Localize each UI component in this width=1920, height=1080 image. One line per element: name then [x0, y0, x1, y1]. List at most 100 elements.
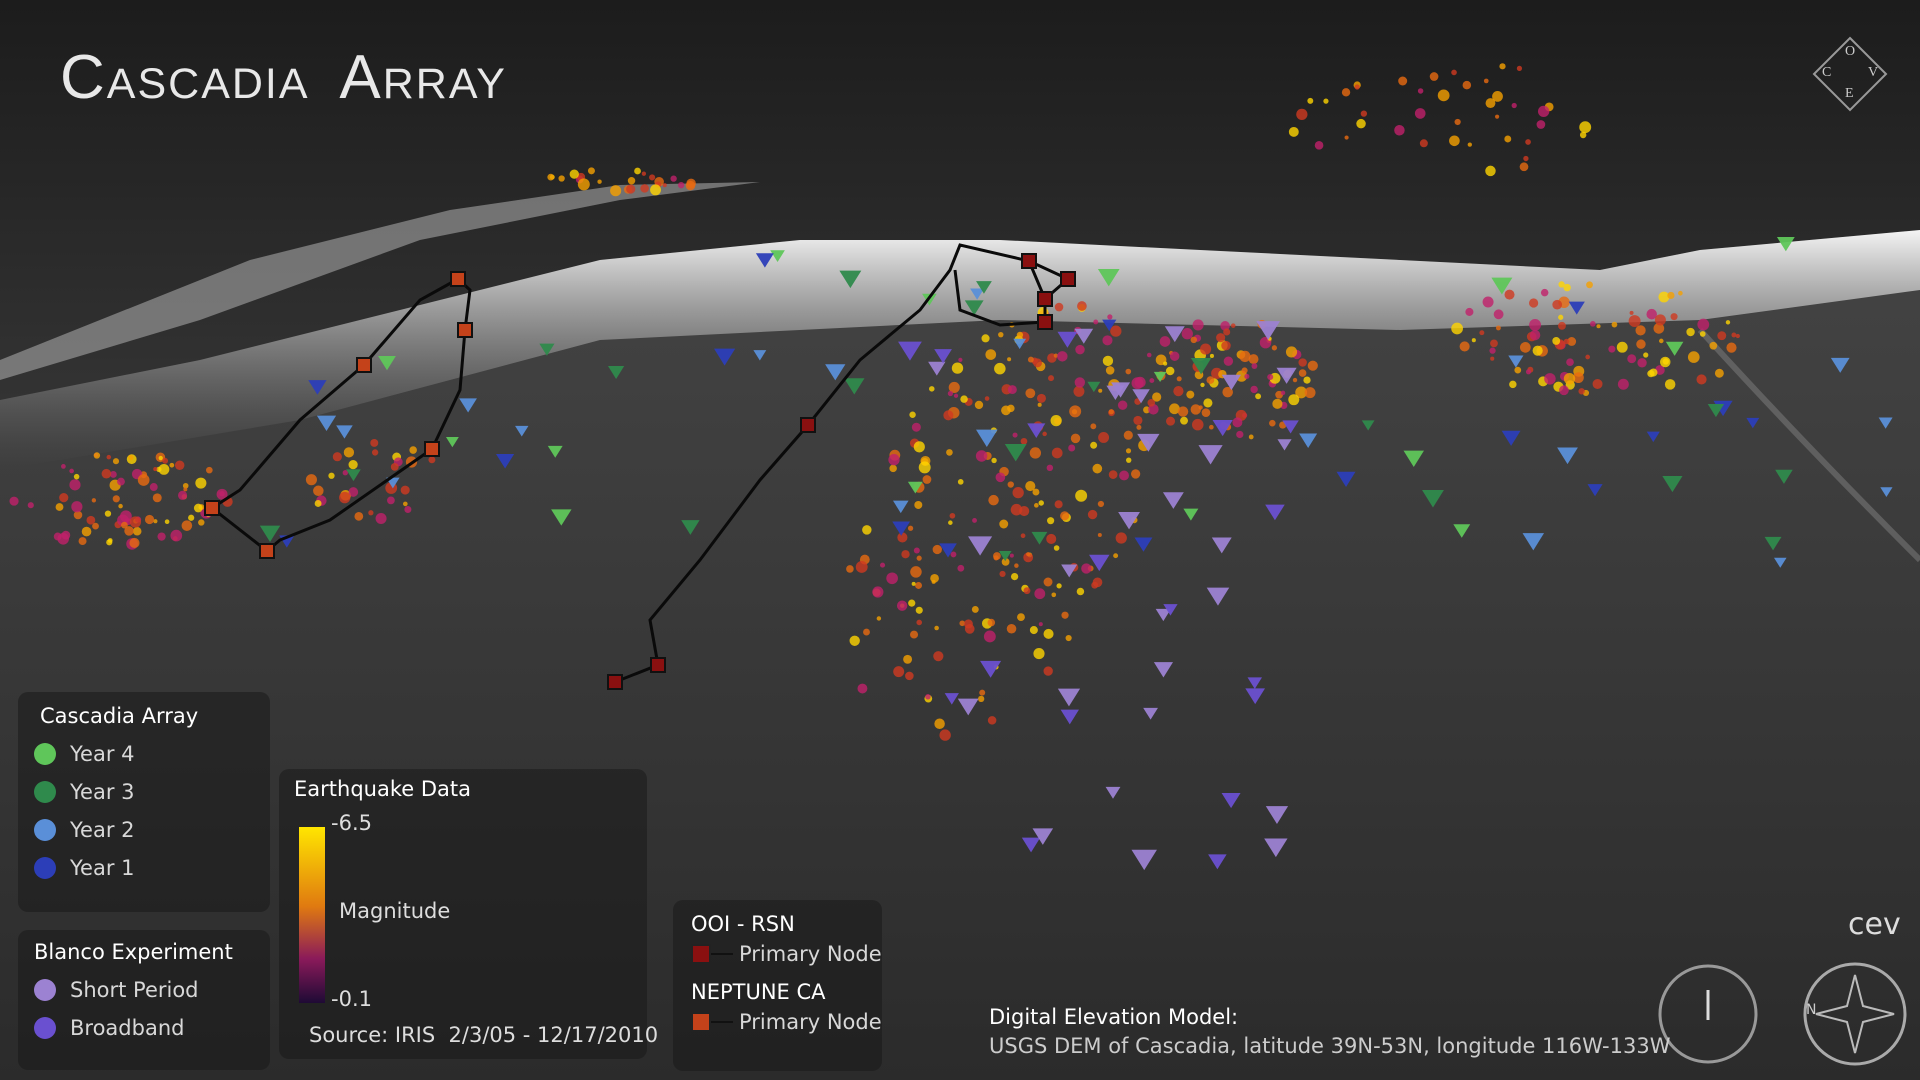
seismometer: [1132, 389, 1150, 404]
earthquake: [1509, 380, 1517, 389]
earthquake: [915, 606, 923, 614]
earthquake: [908, 599, 916, 607]
earthquake: [922, 475, 932, 484]
earthquake: [949, 512, 956, 519]
earthquake: [1007, 404, 1015, 413]
legend-swatch: [34, 1017, 56, 1039]
earthquake: [371, 449, 379, 456]
earthquake: [1159, 336, 1171, 347]
earthquake: [153, 467, 158, 472]
earthquake: [101, 468, 112, 479]
seismometer: [259, 525, 281, 542]
earthquake: [403, 501, 408, 507]
seismometer: [892, 521, 911, 536]
earthquake: [972, 518, 977, 523]
ridge: [1697, 327, 1920, 563]
legend-title: OOI - RSN: [691, 912, 795, 936]
coastline: [0, 230, 1920, 470]
earthquake: [343, 447, 355, 458]
earthquake: [1654, 314, 1666, 326]
seismometer: [839, 270, 862, 289]
legend-swatch: [34, 819, 56, 841]
earthquake: [1617, 378, 1629, 390]
seismometer: [1501, 430, 1521, 446]
earthquake: [1646, 308, 1657, 320]
legend-swatch: [691, 1012, 711, 1032]
legend-label: Primary Node: [739, 1010, 882, 1034]
earthquake: [328, 472, 335, 479]
earthquake: [1341, 88, 1351, 97]
seismometer: [1074, 328, 1094, 344]
earthquake: [1220, 321, 1230, 331]
colorbar-middle-label: Magnitude: [339, 899, 451, 923]
earthquake: [1451, 69, 1457, 76]
seismometer: [1013, 338, 1027, 350]
earthquake: [1558, 281, 1565, 288]
earthquake: [1126, 457, 1132, 463]
primary-node: [650, 657, 666, 673]
earthquake: [112, 495, 120, 503]
earthquake: [1451, 322, 1463, 335]
earthquake: [1090, 441, 1098, 449]
earthquake: [91, 498, 97, 503]
earthquake: [951, 362, 964, 374]
earthquake: [1495, 325, 1501, 331]
earthquake: [889, 464, 897, 473]
seismometer: [308, 380, 327, 395]
earthquake: [903, 654, 913, 664]
seismometer: [551, 509, 572, 526]
earthquake: [1108, 470, 1118, 479]
primary-node: [457, 322, 473, 338]
earthquake: [1033, 648, 1045, 660]
seismometer: [1206, 587, 1230, 606]
title: Cascadia Array: [60, 43, 507, 112]
earthquake: [1200, 382, 1205, 388]
earthquake: [1504, 135, 1512, 143]
earthquake: [1200, 343, 1212, 355]
earthquake: [1027, 356, 1034, 363]
seismometer: [907, 481, 923, 494]
earthquake: [198, 519, 205, 526]
earthquake: [342, 470, 348, 476]
earthquake: [1053, 353, 1058, 358]
earthquake: [1020, 437, 1028, 445]
earthquake: [948, 381, 960, 393]
legend-item: Short Period: [18, 978, 270, 1002]
earthquake: [1130, 469, 1141, 479]
earthquake: [1658, 291, 1670, 303]
seismometer: [928, 361, 946, 376]
seismometer: [1568, 301, 1585, 315]
earthquake: [1529, 298, 1539, 308]
seismometer: [1190, 357, 1212, 375]
earthquake: [1271, 345, 1278, 351]
earthquake: [958, 357, 963, 362]
seismometer: [1587, 484, 1603, 497]
earthquake: [886, 572, 898, 585]
seismometer: [1707, 404, 1725, 418]
earthquake: [55, 503, 64, 511]
seismometer: [1662, 476, 1683, 493]
earthquake: [1091, 581, 1099, 589]
seismometer: [1137, 433, 1160, 452]
earthquake: [195, 477, 207, 489]
earthquake: [1032, 488, 1040, 496]
earthquake: [1637, 358, 1647, 368]
legend-item: Year 2: [18, 818, 270, 842]
earthquake: [863, 628, 870, 636]
legend-item: Year 3: [18, 780, 270, 804]
earthquake: [1272, 398, 1283, 409]
earthquake: [1107, 314, 1113, 320]
earthquake: [910, 630, 919, 639]
seismometer: [1830, 357, 1850, 373]
source: Source: IRIS 2/3/05 - 12/17/2010: [309, 1023, 659, 1047]
earthquake: [181, 520, 193, 531]
earthquake: [149, 483, 158, 491]
earthquake: [634, 167, 641, 175]
earthquake: [1667, 291, 1675, 300]
earthquake: [1203, 398, 1213, 408]
earthquake: [1471, 338, 1476, 343]
seismometer: [770, 250, 785, 262]
seismometer: [1057, 688, 1081, 707]
seismometer: [681, 520, 700, 535]
earthquake: [1223, 356, 1234, 366]
